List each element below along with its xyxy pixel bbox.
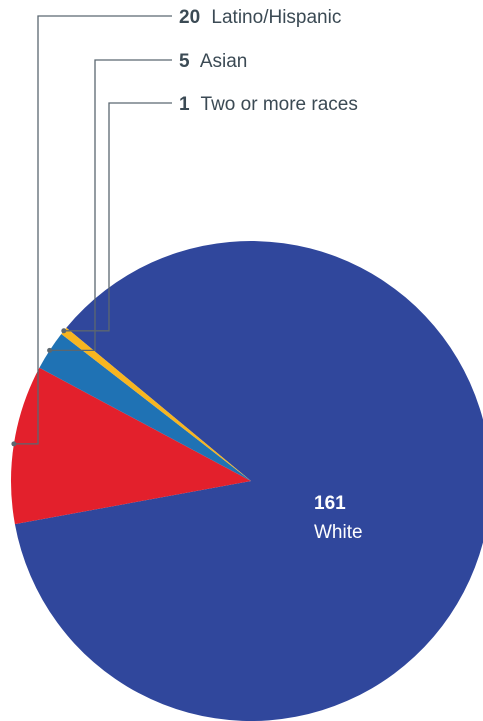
label-multi-name: Two or more races <box>201 94 358 115</box>
label-latino-value: 20 <box>179 7 200 28</box>
pie-slice-asian <box>39 333 251 481</box>
label-white-value: 161 <box>314 493 346 514</box>
leader-dot-asian <box>47 347 53 353</box>
label-asian-name: Asian <box>200 51 248 72</box>
label-multi: 1 Two or more races <box>179 94 358 115</box>
label-latino-name: Latino/Hispanic <box>211 7 341 28</box>
leader-lines <box>11 15 172 447</box>
leader-line-two-or-more-races <box>63 102 172 332</box>
leader-line-asian <box>49 59 172 352</box>
leader-line-latino-hispanic <box>13 15 172 445</box>
pie-slice-white <box>14 241 483 721</box>
pie-slices <box>11 241 483 721</box>
leader-dot-two-or-more-races <box>61 328 67 334</box>
label-latino: 20 Latino/Hispanic <box>179 7 341 28</box>
pie-slice-latino-hispanic <box>11 367 252 525</box>
label-white: 161 White <box>314 493 363 543</box>
pie-slice-two-or-more-races <box>61 327 251 481</box>
leader-dot-latino-hispanic <box>11 441 17 447</box>
label-white-name: White <box>314 522 363 543</box>
label-multi-value: 1 <box>179 94 190 115</box>
label-asian: 5 Asian <box>179 51 247 72</box>
label-asian-value: 5 <box>179 51 190 72</box>
